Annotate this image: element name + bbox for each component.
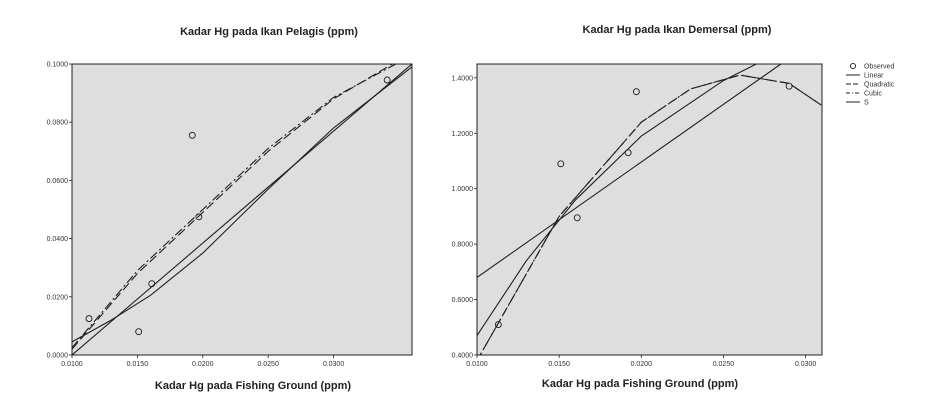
y-tick-label: 0.6000 <box>452 297 474 304</box>
x-tick-label: 0.0250 <box>257 361 279 368</box>
x-tick-label: 0.0300 <box>323 361 345 368</box>
x-axis-label: Kadar Hg pada Fishing Ground (ppm) <box>542 378 739 390</box>
fit-lines <box>72 64 412 355</box>
chart-demersal: Kadar Hg pada Ikan Demersal (ppm) Kadar … <box>452 24 823 390</box>
legend-label: Linear <box>864 73 884 80</box>
legend-label: Cubic <box>864 91 882 98</box>
chart-title: Kadar Hg pada Ikan Demersal (ppm) <box>583 24 772 36</box>
y-tick-label: 0.0000 <box>47 353 69 360</box>
observed-point <box>135 328 143 336</box>
fit-line-quadratic <box>72 64 394 350</box>
y-tick-label: 1.2000 <box>452 131 474 138</box>
y-tick-label: 1.4000 <box>452 75 474 82</box>
observed-point <box>383 76 391 84</box>
observed-point <box>195 213 203 221</box>
fit-line-cubic <box>72 64 397 349</box>
y-tick-label: 0.0200 <box>47 294 69 301</box>
fit-lines <box>477 64 822 355</box>
observed-point <box>85 315 93 323</box>
x-tick-label: 0.0200 <box>192 361 214 368</box>
fit-line-s <box>72 66 412 343</box>
chart-legend: Observed Linear Quadratic Cubic S <box>846 62 895 107</box>
observed-point <box>573 214 581 222</box>
chart-title: Kadar Hg pada Ikan Pelagis (ppm) <box>180 26 358 38</box>
observed-point <box>494 321 502 328</box>
x-tick-label: 0.0150 <box>548 361 570 368</box>
y-tick-label: 0.4000 <box>452 353 474 360</box>
x-tick-label: 0.0100 <box>61 361 83 368</box>
observed-point <box>557 160 565 168</box>
fit-line-linear <box>72 64 412 355</box>
y-tick-label: 0.0600 <box>47 178 69 185</box>
plot-area <box>476 63 823 356</box>
x-tick-label: 0.0150 <box>127 361 149 368</box>
observed-point <box>624 149 632 157</box>
y-tick-label: 0.1000 <box>47 62 69 69</box>
x-tick-label: 0.0100 <box>466 361 488 368</box>
y-tick-label: 0.0800 <box>47 120 69 127</box>
observed-point <box>785 82 793 90</box>
legend-marker-observed <box>849 62 857 70</box>
legend-label: Quadratic <box>864 82 895 89</box>
observed-point <box>188 131 196 139</box>
x-tick-label: 0.0250 <box>713 361 735 368</box>
x-axis-label: Kadar Hg pada Fishing Ground (ppm) <box>155 380 352 392</box>
legend-label: Observed <box>864 64 894 71</box>
y-tick-label: 0.8000 <box>452 242 474 249</box>
observed-point <box>148 280 156 288</box>
x-tick-label: 0.0300 <box>795 361 817 368</box>
y-tick-label: 1.0000 <box>452 186 474 193</box>
fit-line-cubic <box>479 74 822 355</box>
fit-line-linear <box>477 64 782 278</box>
x-tick-label: 0.0200 <box>631 361 653 368</box>
legend-label: S <box>864 100 869 107</box>
y-tick-label: 0.0400 <box>47 236 69 243</box>
fit-line-s <box>477 64 757 336</box>
chart-pelagis: Kadar Hg pada Ikan Pelagis (ppm) Kadar H… <box>47 26 413 392</box>
observed-point <box>632 88 640 96</box>
